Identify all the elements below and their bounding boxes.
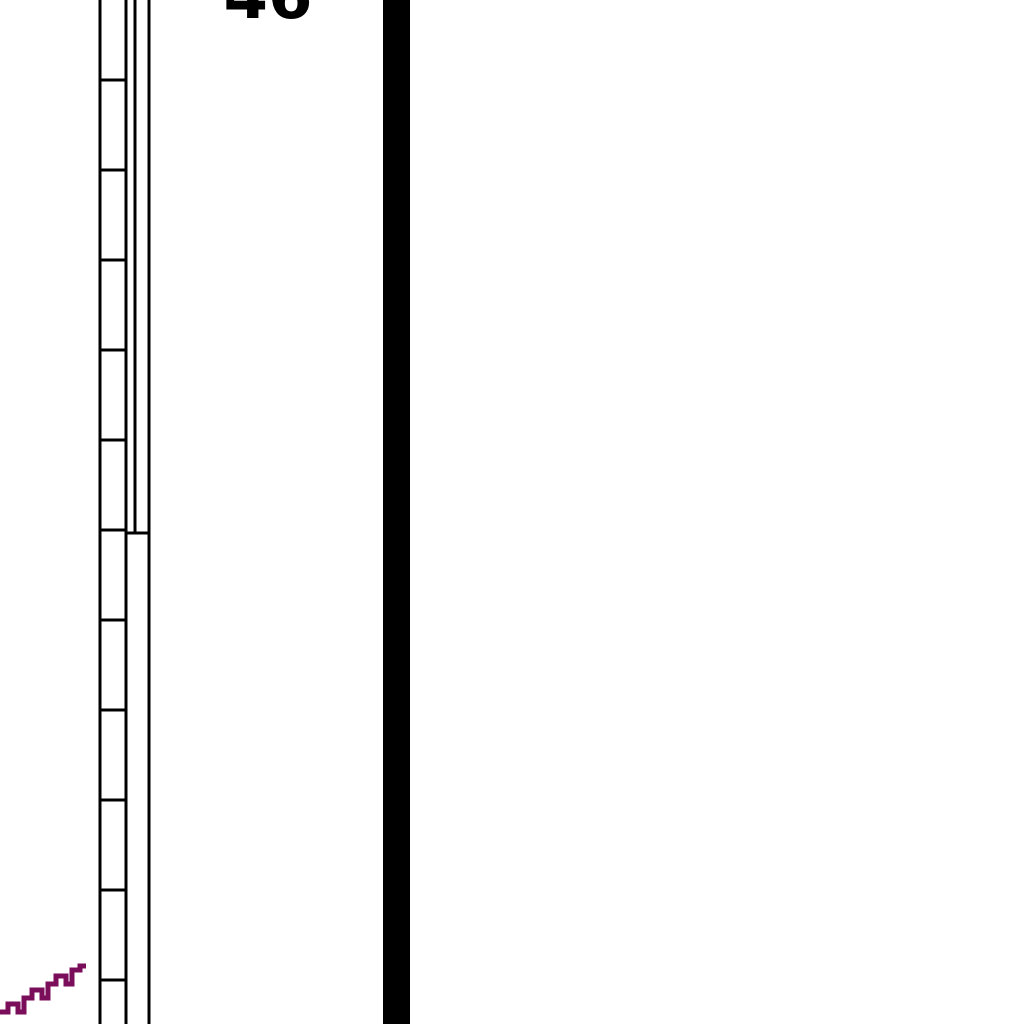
scale-bar [98, 0, 151, 1024]
top-label: 46 [223, 0, 312, 34]
wavy-connector-line [0, 963, 86, 1015]
scale-bar-ticks [100, 78, 126, 982]
thick-vertical-bar [383, 0, 410, 1024]
